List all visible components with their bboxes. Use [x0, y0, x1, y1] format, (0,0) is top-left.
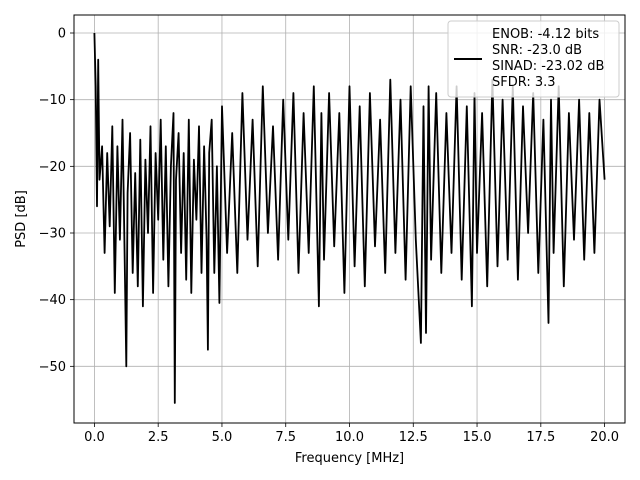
tick-layer: 0.0 2.5 5.0 7.5 10.0 12.5 15.0 17.5 20.0 0 −10 −20 −… [39, 27, 620, 446]
y-tick-label: −30 [39, 227, 66, 242]
legend-line-sfdr: SFDR: 3.3 [492, 75, 556, 90]
legend: ENOB: -4.12 bits SNR: -23.0 dB SINAD: -2… [447, 20, 620, 98]
y-axis-label: PSD [dB] [14, 190, 29, 248]
x-tick-label: 17.5 [526, 430, 555, 445]
x-axis-label: Frequency [MHz] [295, 451, 404, 466]
x-tick-label: 7.5 [275, 430, 296, 445]
line-layer [93, 32, 606, 404]
x-tick-label: 2.5 [148, 430, 169, 445]
x-tick-label: 20.0 [590, 430, 619, 445]
y-tick-label: −20 [39, 160, 66, 175]
y-tick-label: −40 [39, 293, 66, 308]
x-tick-label: 10.0 [335, 430, 364, 445]
legend-line-sinad: SINAD: -23.02 dB [492, 59, 604, 74]
x-tick-label: 15.0 [463, 430, 492, 445]
y-tick-label: −10 [39, 93, 66, 108]
y-tick-label: −50 [39, 360, 66, 375]
legend-line-enob: ENOB: -4.12 bits [492, 27, 599, 42]
x-tick-label: 12.5 [399, 430, 428, 445]
legend-box [447, 20, 620, 98]
x-tick-label: 0.0 [84, 430, 105, 445]
y-tick-label: 0 [58, 27, 66, 42]
legend-line-snr: SNR: -23.0 dB [492, 43, 582, 58]
x-tick-label: 5.0 [212, 430, 233, 445]
psd-series-line [93, 32, 606, 404]
